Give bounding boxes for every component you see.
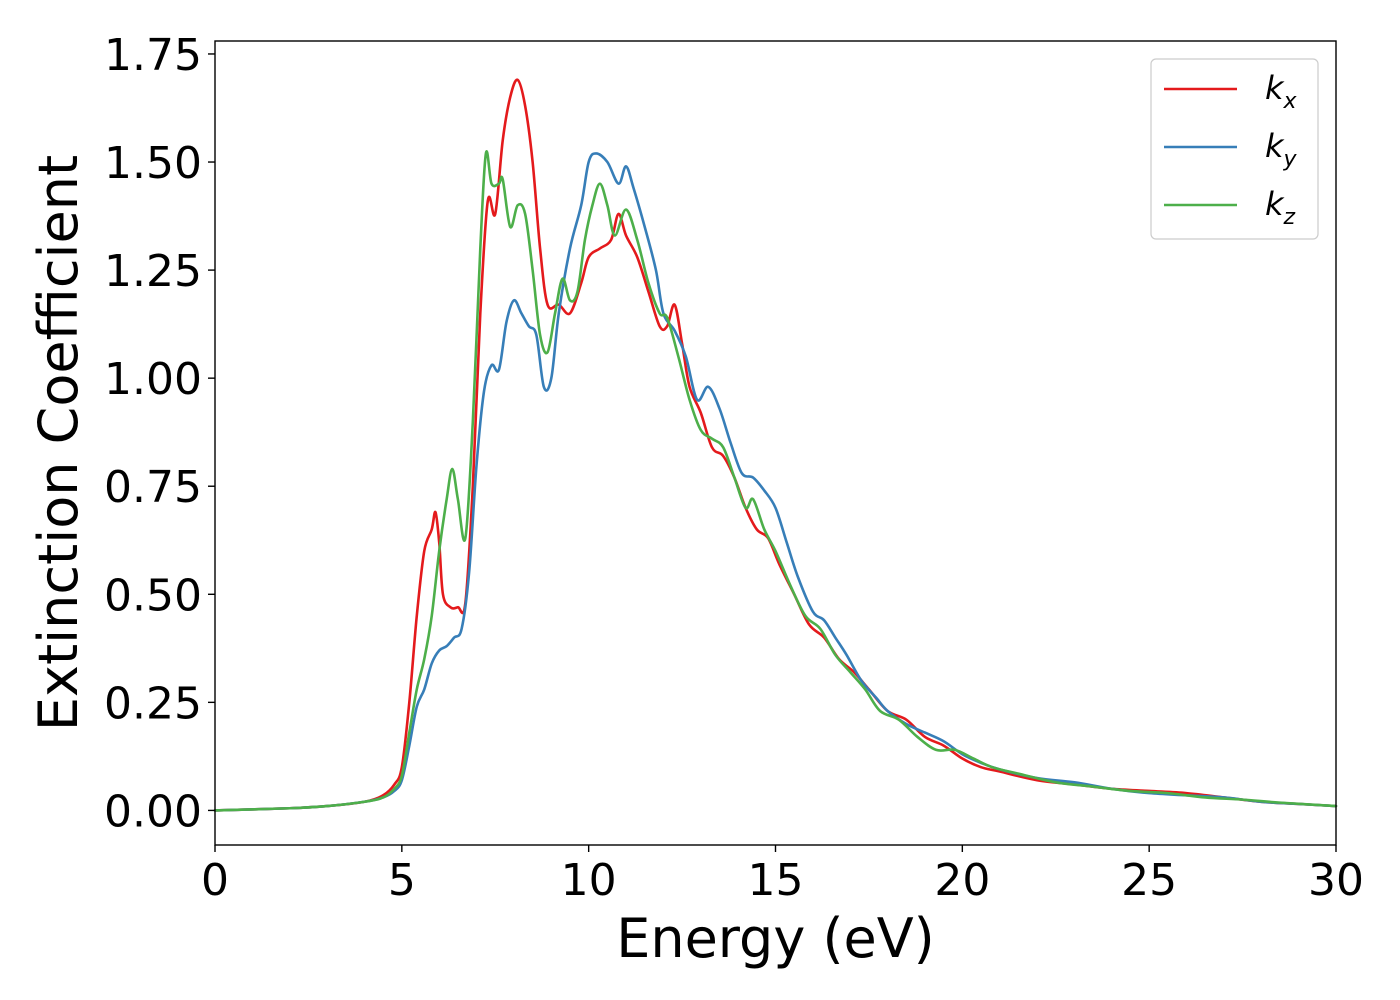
legend-label-main: k bbox=[1265, 69, 1285, 107]
legend-label-kx: kx bbox=[1265, 69, 1298, 114]
series-line-kz bbox=[213, 150, 1338, 812]
y-axis-label: Extinction Coefficient bbox=[27, 155, 90, 731]
x-tick-label: 5 bbox=[388, 855, 416, 906]
x-tick-label: 10 bbox=[561, 855, 617, 906]
legend-label-sub: y bbox=[1283, 147, 1298, 172]
legend-box bbox=[1150, 58, 1319, 240]
series-line-ky bbox=[213, 152, 1338, 812]
x-axis-ticks: 0 5 10 15 20 25 30 bbox=[201, 845, 1364, 906]
series-line-kx bbox=[213, 78, 1338, 812]
y-tick-label: 1.00 bbox=[104, 354, 202, 405]
x-tick-label: 30 bbox=[1308, 855, 1364, 906]
y-tick-label: 0.50 bbox=[104, 570, 202, 621]
legend-label-sub: x bbox=[1283, 89, 1298, 114]
y-tick-label: 0.00 bbox=[104, 786, 202, 837]
legend-label-main: k bbox=[1265, 127, 1285, 165]
y-tick-label: 0.25 bbox=[104, 678, 202, 729]
legend-label-sub: z bbox=[1283, 205, 1296, 230]
x-tick-label: 15 bbox=[748, 855, 804, 906]
y-tick-label: 0.75 bbox=[104, 462, 202, 513]
legend-label-ky: ky bbox=[1265, 127, 1298, 172]
legend-label-kz: kz bbox=[1265, 185, 1296, 230]
y-tick-label: 1.75 bbox=[104, 30, 202, 81]
y-tick-label: 1.50 bbox=[104, 138, 202, 189]
legend-label-main: k bbox=[1265, 185, 1285, 223]
x-axis-label: Energy (eV) bbox=[616, 907, 935, 970]
y-axis-ticks: 0.00 0.25 0.50 0.75 1.00 1.25 1.50 1.75 bbox=[104, 30, 215, 837]
x-tick-label: 20 bbox=[934, 855, 990, 906]
x-tick-label: 25 bbox=[1121, 855, 1177, 906]
x-tick-label: 0 bbox=[201, 855, 229, 906]
y-tick-label: 1.25 bbox=[104, 246, 202, 297]
plot-lines bbox=[213, 78, 1338, 812]
